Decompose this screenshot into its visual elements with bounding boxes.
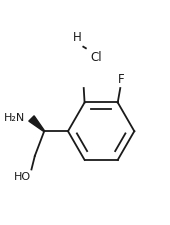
Text: HO: HO (13, 172, 31, 182)
Text: Cl: Cl (90, 51, 102, 64)
Polygon shape (29, 116, 45, 132)
Text: H: H (73, 31, 82, 44)
Text: F: F (118, 73, 124, 86)
Text: H₂N: H₂N (4, 112, 26, 123)
